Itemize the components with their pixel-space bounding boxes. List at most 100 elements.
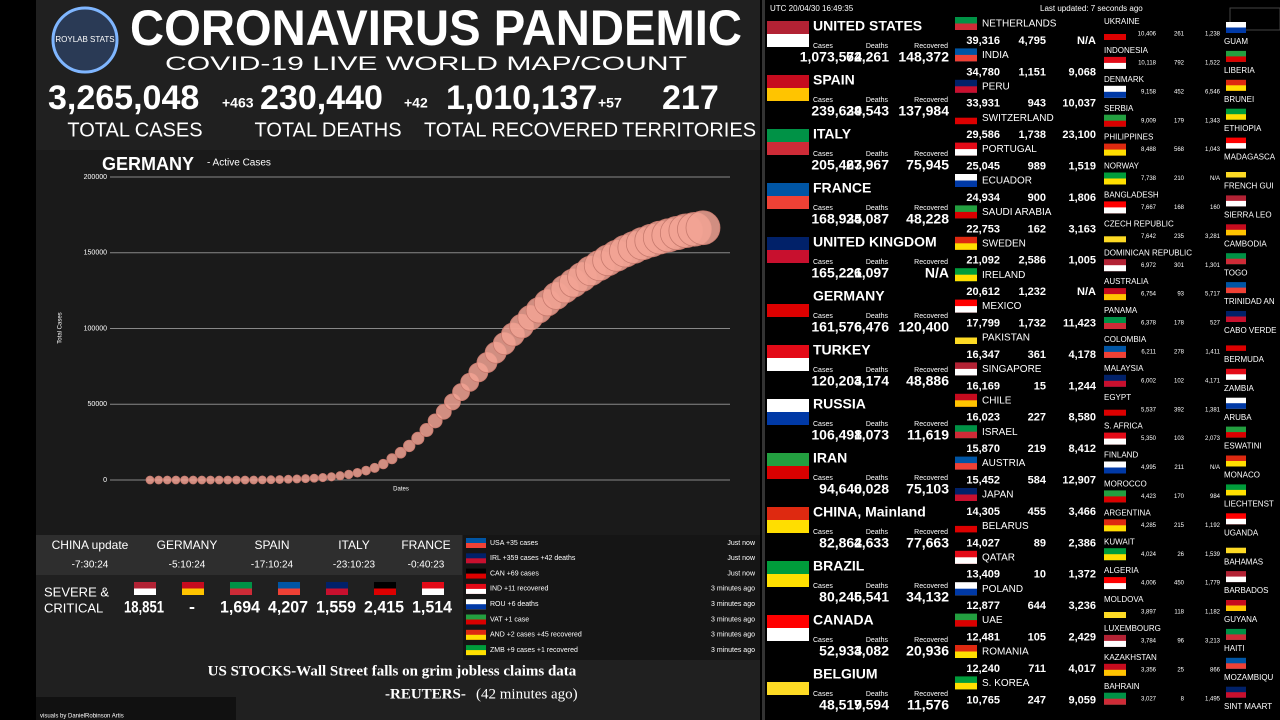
col-label: Recovered bbox=[914, 637, 948, 644]
flag bbox=[1104, 294, 1126, 301]
deaths: 26,097 bbox=[846, 265, 889, 281]
flag bbox=[326, 588, 348, 595]
deaths: 644 bbox=[1028, 600, 1047, 612]
col-label: Recovered bbox=[914, 205, 948, 212]
flag bbox=[1226, 287, 1246, 294]
recovered: N/A bbox=[1077, 286, 1096, 298]
flag bbox=[1226, 547, 1246, 554]
cases: 15,870 bbox=[966, 443, 1000, 455]
data-point bbox=[171, 475, 181, 485]
flag bbox=[466, 558, 486, 564]
total-value: 217 bbox=[662, 79, 719, 117]
severe-value: 18,851 bbox=[124, 597, 164, 616]
cases: 10,765 bbox=[966, 694, 1000, 706]
country-name: POLAND bbox=[982, 584, 1023, 595]
cases: 16,169 bbox=[966, 380, 1000, 392]
utc-time: UTC 20/04/30 16:49:35 bbox=[770, 4, 854, 13]
col-label: Cases bbox=[813, 313, 833, 320]
flag bbox=[955, 400, 977, 407]
cases: 205,463 bbox=[811, 157, 862, 173]
flag bbox=[955, 557, 977, 564]
flag bbox=[955, 211, 977, 219]
country-name: S. AFRICA bbox=[1104, 422, 1143, 431]
deaths: 26 bbox=[1177, 552, 1184, 558]
news-item: AND +2 cases +45 recovered bbox=[490, 632, 582, 639]
cases: 4,995 bbox=[1141, 465, 1157, 471]
cases: 10,406 bbox=[1138, 32, 1157, 38]
flag bbox=[466, 650, 486, 656]
flag bbox=[1226, 576, 1246, 583]
col-label: Deaths bbox=[866, 97, 889, 104]
logo bbox=[51, 6, 119, 74]
flag bbox=[1104, 62, 1126, 69]
recovered: 1,043 bbox=[1205, 147, 1221, 153]
country-name: SWITZERLAND bbox=[982, 113, 1054, 124]
cases: 239,639 bbox=[811, 103, 862, 119]
col-label: Cases bbox=[813, 583, 833, 590]
recovered: 2,386 bbox=[1068, 537, 1096, 549]
cases: 48,519 bbox=[819, 697, 862, 713]
flag bbox=[955, 274, 977, 282]
flag bbox=[1226, 143, 1246, 149]
deaths: 261 bbox=[1174, 32, 1185, 38]
country-name: IRAN bbox=[813, 450, 847, 466]
flag bbox=[1226, 200, 1246, 207]
deaths: 568 bbox=[1174, 147, 1185, 153]
data-point bbox=[685, 210, 721, 246]
country-name: S. KOREA bbox=[982, 678, 1030, 689]
cases: 4,285 bbox=[1141, 523, 1157, 529]
country-name: FRANCE bbox=[813, 180, 871, 196]
data-point bbox=[369, 462, 380, 473]
country-name: SAUDI ARABIA bbox=[982, 207, 1052, 218]
country-name: QATAR bbox=[982, 552, 1015, 563]
deaths: 170 bbox=[1174, 494, 1185, 500]
update-time: -5:10:24 bbox=[169, 560, 206, 571]
severe-label: SEVERE & bbox=[44, 584, 109, 599]
country-name: AUSTRIA bbox=[982, 458, 1026, 469]
flag bbox=[955, 117, 977, 125]
deaths: 6,028 bbox=[854, 481, 889, 497]
deaths: 1,151 bbox=[1018, 66, 1046, 78]
data-point bbox=[180, 475, 189, 485]
country-name: CZECH REPUBLIC bbox=[1104, 219, 1174, 228]
cases: 165,221 bbox=[811, 265, 862, 281]
recovered: 4,178 bbox=[1068, 349, 1096, 361]
flag bbox=[1104, 207, 1126, 214]
country-name: BANGLADESH bbox=[1104, 191, 1159, 200]
cases: 5,537 bbox=[1141, 407, 1157, 413]
flag bbox=[1104, 380, 1126, 387]
recovered: 34,132 bbox=[906, 589, 949, 605]
deaths: 24,543 bbox=[846, 103, 889, 119]
deaths: 1,073 bbox=[854, 427, 889, 443]
country-name: KUWAIT bbox=[1104, 537, 1135, 546]
deaths: 5,541 bbox=[854, 589, 889, 605]
footer-box bbox=[36, 697, 236, 720]
recovered: 75,945 bbox=[906, 157, 949, 173]
deaths: 4,633 bbox=[854, 535, 889, 551]
flag bbox=[955, 306, 977, 313]
deaths: 301 bbox=[1174, 263, 1185, 269]
cases: 17,799 bbox=[966, 318, 1000, 330]
news-item: ZMB +9 cases +1 recovered bbox=[490, 647, 578, 654]
deaths: 943 bbox=[1028, 98, 1046, 110]
flag bbox=[955, 86, 977, 93]
cases: 82,862 bbox=[819, 535, 862, 551]
country-name: MALAYSIA bbox=[1104, 364, 1144, 373]
cases: 168,935 bbox=[811, 211, 862, 227]
col-label: Recovered bbox=[914, 583, 948, 590]
flag bbox=[1226, 403, 1246, 409]
flag bbox=[955, 463, 977, 470]
country-name: MEXICO bbox=[982, 301, 1022, 312]
recovered: 1,005 bbox=[1068, 255, 1096, 267]
country-name: LIECHTENST bbox=[1224, 500, 1274, 509]
recovered: 1,519 bbox=[1068, 161, 1096, 173]
deaths: 900 bbox=[1028, 192, 1046, 204]
deaths: 168 bbox=[1174, 205, 1185, 211]
cases: 13,409 bbox=[966, 569, 1000, 581]
col-label: Cases bbox=[813, 529, 833, 536]
country-name: MOLDOVA bbox=[1104, 595, 1144, 604]
flag bbox=[1104, 698, 1126, 705]
data-point bbox=[188, 475, 198, 485]
flag bbox=[767, 196, 809, 209]
cases: 12,240 bbox=[966, 663, 1000, 675]
